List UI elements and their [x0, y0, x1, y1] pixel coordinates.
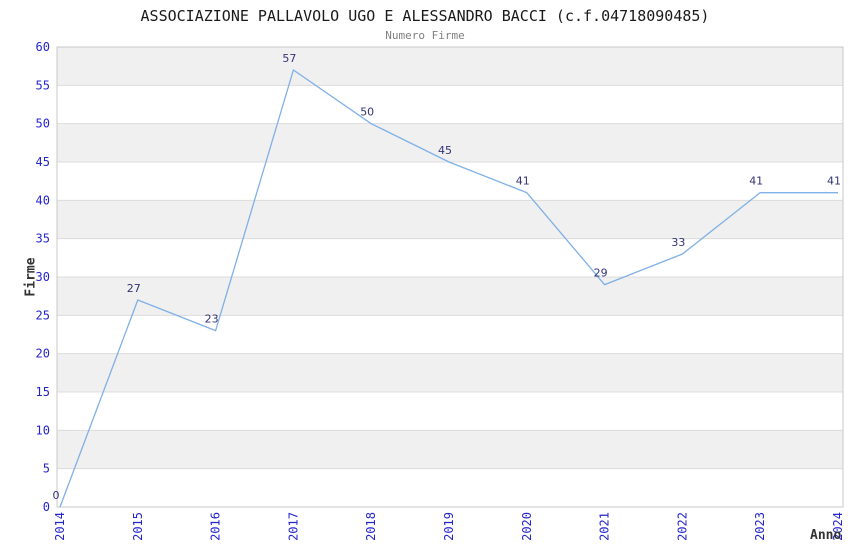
- y-tick-label: 55: [36, 78, 50, 92]
- x-tick-label: 2014: [53, 512, 67, 541]
- plot-bands: [57, 47, 843, 469]
- data-label: 57: [282, 52, 296, 65]
- plot-border: [56, 46, 844, 508]
- x-tick-label: 2016: [209, 512, 223, 541]
- data-label: 41: [827, 175, 841, 188]
- data-label: 29: [594, 267, 608, 280]
- plot-band: [57, 277, 843, 316]
- x-tick-label: 2018: [364, 512, 378, 541]
- data-label: 0: [53, 489, 60, 502]
- data-label: 45: [438, 144, 452, 157]
- y-tick-label: 20: [36, 347, 50, 361]
- y-tick-label: 0: [43, 500, 50, 514]
- y-axis-title: Firme: [23, 257, 39, 297]
- series-line: [59, 68, 838, 508]
- plot-band: [57, 353, 843, 392]
- y-tick-label: 45: [36, 155, 50, 169]
- y-tick-label: 25: [36, 308, 50, 322]
- data-label: 23: [205, 313, 219, 326]
- x-tick-label: 2022: [675, 512, 689, 541]
- chart-title: ASSOCIAZIONE PALLAVOLO UGO E ALESSANDRO …: [140, 7, 710, 25]
- y-tick-label: 35: [36, 232, 50, 246]
- y-tick-label: 5: [43, 462, 50, 476]
- x-axis-ticks: 2014 2015 2016 2017 2018 2019 2020 2021 2022 2023…: [53, 512, 845, 541]
- x-tick-label: 2020: [520, 512, 534, 541]
- data-label: 27: [127, 282, 141, 295]
- chart-subtitle: Numero Firme: [385, 29, 465, 42]
- y-tick-label: 40: [36, 193, 50, 207]
- data-label: 50: [360, 106, 374, 119]
- series-group: [59, 68, 838, 508]
- data-label: 41: [516, 175, 530, 188]
- x-tick-label: 2015: [131, 512, 145, 541]
- y-tick-label: 60: [36, 40, 50, 54]
- x-tick-label: 2023: [753, 512, 767, 541]
- x-tick-label: 2017: [286, 512, 300, 541]
- gridlines: [57, 84, 843, 470]
- y-tick-label: 30: [36, 270, 50, 284]
- data-label: 33: [671, 236, 685, 249]
- plot-frame: [56, 46, 844, 508]
- plot-band: [57, 200, 843, 239]
- x-tick-label: 2019: [442, 512, 456, 541]
- x-axis-title: Anno: [810, 528, 842, 543]
- data-labels-group: 0 27 23 57 50 45 41 29 33 41 41: [53, 52, 842, 502]
- data-label: 41: [749, 175, 763, 188]
- y-tick-label: 10: [36, 423, 50, 437]
- x-tick-label: 2024: [831, 512, 845, 541]
- plot-band: [57, 123, 843, 162]
- x-tick-label: 2021: [598, 512, 612, 541]
- y-tick-label: 15: [36, 385, 50, 399]
- plot-band: [57, 430, 843, 469]
- y-axis-ticks: 0 5 10 15 20 25 30 35 40 45 50 55 60: [36, 40, 50, 514]
- plot-band: [57, 47, 843, 86]
- y-tick-label: 50: [36, 117, 50, 131]
